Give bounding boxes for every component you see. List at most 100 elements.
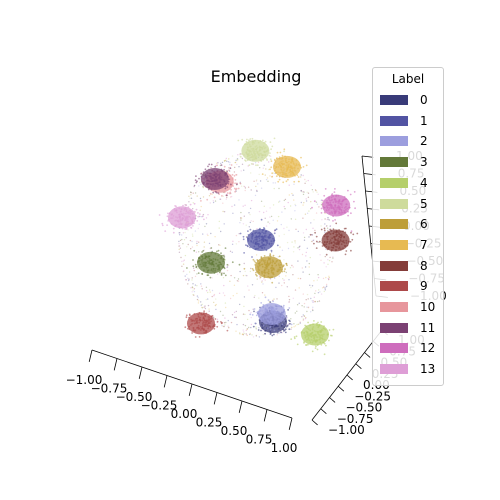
scatter-point-8: [276, 298, 278, 300]
scatter-point-3: [259, 167, 261, 169]
cluster-point-6: [269, 276, 271, 279]
cluster-point-5: [258, 148, 261, 151]
cluster-point-8: [323, 241, 326, 244]
cluster-point-1: [253, 245, 256, 248]
scatter-point-8: [324, 255, 326, 258]
cluster-point-0: [257, 329, 260, 331]
cluster-point-5: [254, 154, 256, 157]
scatter-point-12: [302, 191, 304, 193]
scatter-point-4: [255, 326, 257, 328]
legend-title: Label: [391, 72, 425, 86]
cluster-point-5: [258, 152, 261, 155]
scatter-point-10: [224, 294, 226, 297]
scatter-point-10: [311, 308, 314, 310]
scatter-point-5: [235, 243, 237, 245]
scatter-point-1: [324, 231, 326, 233]
scatter-point-3: [196, 273, 198, 275]
scatter-point-0: [196, 242, 198, 245]
cluster-point-11: [228, 178, 231, 181]
scatter-point-1: [317, 292, 320, 294]
scatter-point-2: [325, 286, 327, 288]
scatter-point-2: [294, 204, 297, 207]
cluster-point-11: [211, 169, 214, 172]
scatter-point-3: [284, 208, 286, 210]
cluster-point-12: [343, 198, 345, 201]
scatter-point-8: [288, 299, 291, 301]
scatter-point-11: [250, 189, 252, 191]
cluster-point-2: [276, 311, 279, 314]
cluster-point-2: [278, 311, 280, 313]
cluster-point-9: [193, 313, 196, 315]
scatter-point-12: [313, 296, 315, 298]
cluster-point-5: [269, 152, 271, 155]
cluster-point-3: [220, 272, 223, 275]
scatter-point-11: [179, 247, 182, 249]
cluster-point-4: [293, 337, 296, 340]
cluster-point-12: [335, 194, 338, 197]
cluster-point-4: [307, 338, 309, 341]
cluster-point-13: [185, 210, 188, 213]
cluster-point-8: [325, 246, 328, 248]
cluster-point-13: [187, 206, 190, 209]
cluster-point-3: [197, 261, 199, 263]
cluster-point-6: [267, 268, 270, 271]
cluster-point-8: [321, 245, 324, 247]
scatter-point-4: [273, 187, 275, 190]
scatter-point-5: [316, 191, 318, 193]
scatter-point-4: [199, 181, 201, 184]
cluster-point-1: [260, 244, 263, 247]
scatter-point-13: [319, 254, 321, 256]
cluster-point-3: [218, 263, 221, 266]
scatter-point-13: [313, 239, 315, 241]
cluster-point-13: [175, 210, 178, 212]
scatter-point-6: [264, 174, 266, 176]
cluster-point-10: [235, 174, 238, 176]
scatter-point-11: [290, 328, 292, 330]
cluster-point-1: [266, 242, 269, 245]
cluster-point-9: [202, 324, 204, 327]
scatter-point-1: [223, 223, 225, 225]
cluster-point-12: [338, 208, 341, 211]
x-axis-tick: [188, 383, 193, 396]
cluster-point-8: [335, 249, 337, 252]
cluster-point-13: [182, 204, 184, 207]
cluster-point-1: [261, 231, 264, 234]
cluster-point-12: [347, 214, 349, 217]
scatter-point-5: [187, 229, 189, 231]
cluster-point-7: [282, 166, 285, 169]
cluster-point-6: [269, 257, 272, 260]
scatter-point-7: [197, 302, 200, 304]
cluster-11: [194, 163, 238, 197]
cluster-point-6: [277, 263, 280, 265]
cluster-point-5: [259, 140, 262, 142]
cluster-point-5: [264, 153, 266, 156]
scatter-point-2: [310, 311, 312, 313]
scatter-point-7: [276, 220, 279, 222]
cluster-point-13: [180, 219, 183, 221]
cluster-point-8: [344, 231, 347, 234]
cluster-point-7: [271, 172, 274, 175]
cluster-point-2: [266, 304, 269, 307]
cluster-point-3: [220, 274, 223, 276]
scatter-point-8: [288, 301, 290, 303]
cluster-point-6: [263, 255, 266, 257]
scatter-point-12: [218, 292, 221, 294]
scatter-point-5: [245, 274, 247, 277]
legend: Label 0 1 2 3 4 5 6 7 8 9 10 11 12 13: [372, 67, 444, 386]
cluster-point-6: [263, 274, 266, 277]
scatter-point-8: [181, 265, 183, 267]
cluster-point-11: [208, 163, 211, 166]
cluster-point-5: [270, 148, 272, 151]
x-axis-tick: [163, 375, 168, 388]
scatter-point-11: [178, 251, 181, 253]
scatter-point-6: [305, 316, 307, 319]
cluster-point-8: [330, 246, 333, 249]
cluster-point-6: [271, 281, 274, 284]
cluster-point-9: [185, 316, 188, 319]
cluster-point-5: [283, 150, 285, 153]
cluster-point-4: [300, 332, 303, 334]
scatter-point-13: [321, 219, 323, 221]
cluster-point-9: [203, 312, 205, 314]
scatter-point-9: [239, 153, 241, 155]
scatter-point-11: [327, 218, 329, 220]
